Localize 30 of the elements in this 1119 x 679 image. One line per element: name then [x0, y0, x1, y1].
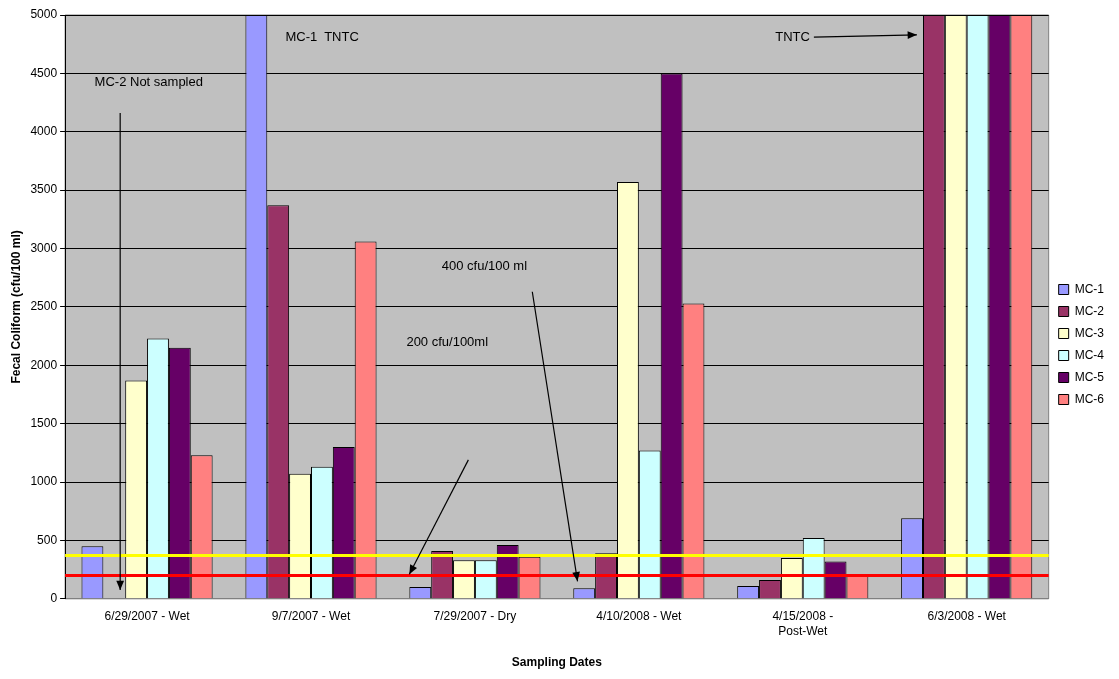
- y-tick-label: 3500: [30, 182, 58, 197]
- y-tick-label: 1000: [30, 474, 58, 489]
- y-tick-label: 2500: [30, 299, 58, 314]
- annotation: 400 cfu/100 ml: [441, 258, 528, 274]
- y-tick-label: 5000: [30, 7, 58, 22]
- x-axis-title: Sampling Dates: [511, 655, 603, 670]
- x-tick-label: 6/29/2007 - Wet: [104, 609, 191, 624]
- y-tick-label: 1500: [30, 415, 58, 430]
- legend-label: MC-6: [1074, 391, 1105, 406]
- y-tick-label: 3000: [30, 240, 58, 255]
- legend-label: MC-2: [1074, 303, 1105, 318]
- y-tick-label: 4000: [30, 124, 58, 139]
- x-tick-label: 6/3/2008 - Wet: [927, 609, 1007, 624]
- y-tick-label: 4500: [30, 65, 58, 80]
- legend-label: MC-5: [1074, 369, 1105, 384]
- annotation: TNTC: [775, 28, 810, 44]
- y-tick-label: 2000: [30, 357, 58, 372]
- legend-label: MC-1: [1074, 281, 1105, 296]
- annotation: MC-1 TNTC: [285, 28, 359, 44]
- x-tick-label: 4/15/2008 - Post-Wet: [772, 609, 834, 638]
- annotation: MC-2 Not sampled: [94, 73, 203, 89]
- x-tick-label: 7/29/2007 - Dry: [433, 609, 517, 624]
- x-tick-label: 9/7/2007 - Wet: [271, 609, 351, 624]
- legend-label: MC-4: [1074, 347, 1105, 362]
- y-tick-label: 500: [37, 532, 58, 547]
- y-axis-title: Fecal Coliform (cfu/100 ml): [8, 230, 23, 384]
- x-tick-label: 4/10/2008 - Wet: [596, 609, 683, 624]
- annotation: 200 cfu/100ml: [406, 333, 489, 349]
- y-tick-label: 0: [50, 591, 58, 606]
- legend-label: MC-3: [1074, 325, 1105, 340]
